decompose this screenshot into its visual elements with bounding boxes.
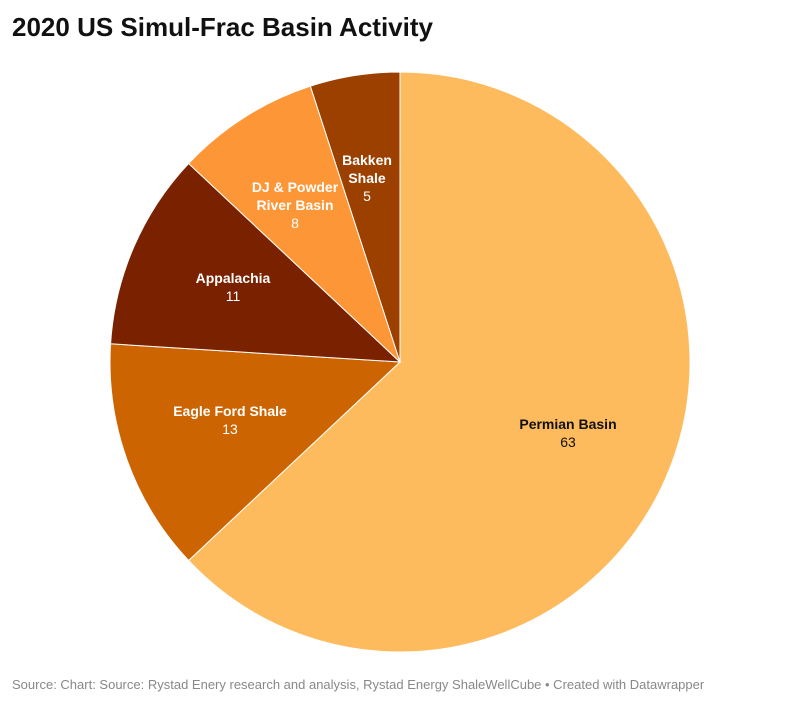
pie-slice bbox=[187, 71, 691, 653]
slice-name: Eagle Ford Shale bbox=[173, 403, 287, 419]
chart-title: 2020 US Simul-Frac Basin Activity bbox=[12, 12, 433, 42]
slice-value: 63 bbox=[560, 434, 576, 450]
pie-slice bbox=[187, 85, 401, 363]
slice-label: DJ & Powder River Basin 8 bbox=[240, 178, 350, 232]
slice-value: 5 bbox=[363, 188, 371, 204]
slice-label: Bakken Shale 5 bbox=[337, 151, 397, 205]
slice-name: DJ & Powder River Basin bbox=[251, 179, 339, 213]
source-note: Source: Chart: Source: Rystad Enery rese… bbox=[12, 677, 705, 692]
slice-name: Permian Basin bbox=[519, 416, 617, 432]
slice-value: 13 bbox=[222, 421, 238, 437]
slice-label: Appalachia 11 bbox=[173, 269, 293, 305]
slice-value: 11 bbox=[225, 288, 241, 304]
slice-name: Appalachia bbox=[195, 270, 271, 286]
pie-slice bbox=[110, 162, 402, 363]
slice-value: 8 bbox=[291, 215, 299, 231]
slice-name: Bakken Shale bbox=[342, 152, 392, 186]
slice-label: Eagle Ford Shale 13 bbox=[160, 402, 300, 438]
slice-label: Permian Basin 63 bbox=[498, 415, 638, 451]
pie-slice bbox=[109, 343, 402, 562]
pie-slice bbox=[309, 71, 401, 363]
